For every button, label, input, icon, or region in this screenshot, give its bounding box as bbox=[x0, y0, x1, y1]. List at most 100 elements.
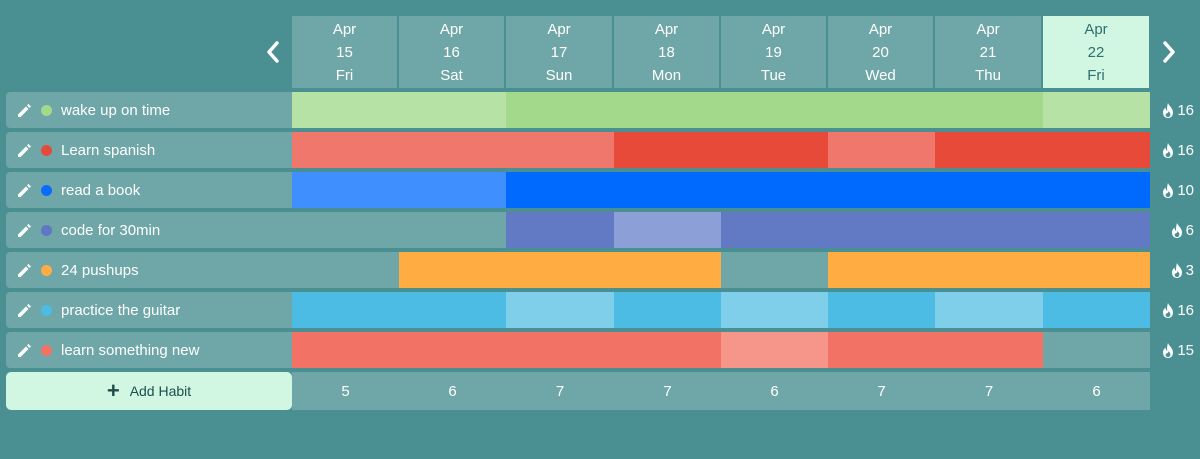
habit-day-cell[interactable] bbox=[292, 252, 399, 288]
day-month: Apr bbox=[976, 20, 1000, 38]
habit-day-cell[interactable] bbox=[1043, 252, 1150, 288]
edit-pencil-icon[interactable] bbox=[16, 302, 33, 319]
edit-pencil-icon[interactable] bbox=[16, 342, 33, 359]
habit-day-cell[interactable] bbox=[935, 332, 1043, 368]
habit-day-cell[interactable] bbox=[721, 132, 828, 168]
habit-day-cell[interactable] bbox=[292, 172, 399, 208]
flame-icon bbox=[1161, 182, 1177, 199]
habit-day-cell[interactable] bbox=[721, 252, 828, 288]
habit-name: 24 pushups bbox=[61, 261, 139, 279]
streak-count: 15 bbox=[1177, 341, 1194, 359]
habit-streak: 16 bbox=[1150, 132, 1194, 168]
habit-color-dot bbox=[41, 104, 52, 116]
habit-day-cell[interactable] bbox=[506, 132, 614, 168]
flame-icon bbox=[1161, 102, 1177, 119]
habit-day-cell[interactable] bbox=[614, 212, 721, 248]
habit-day-cell[interactable] bbox=[614, 172, 721, 208]
habit-day-cell[interactable] bbox=[292, 292, 399, 328]
habit-day-cell[interactable] bbox=[828, 212, 935, 248]
habit-day-cell[interactable] bbox=[506, 332, 614, 368]
habit-day-cell[interactable] bbox=[506, 212, 614, 248]
habit-day-cell[interactable] bbox=[614, 92, 721, 128]
edit-pencil-icon[interactable] bbox=[16, 102, 33, 119]
day-weekday: Sun bbox=[545, 66, 573, 84]
habit-color-dot bbox=[41, 264, 52, 276]
day-month: Apr bbox=[761, 20, 786, 38]
habit-day-cell[interactable] bbox=[828, 132, 935, 168]
day-date: 19 bbox=[765, 43, 782, 61]
day-month: Apr bbox=[439, 20, 464, 38]
add-habit-label: Add Habit bbox=[129, 383, 192, 399]
habit-day-cell[interactable] bbox=[1043, 172, 1150, 208]
habit-day-cell[interactable] bbox=[828, 252, 935, 288]
day-column-header[interactable]: Apr 21 Thu bbox=[935, 16, 1041, 88]
habit-day-cell[interactable] bbox=[399, 292, 506, 328]
habit-day-cell[interactable] bbox=[399, 212, 506, 248]
habit-day-cell[interactable] bbox=[935, 132, 1043, 168]
day-month: Apr bbox=[332, 20, 357, 38]
habit-day-cell[interactable] bbox=[614, 332, 721, 368]
habit-day-cell[interactable] bbox=[506, 92, 614, 128]
habit-day-cell[interactable] bbox=[506, 172, 614, 208]
day-column-header[interactable]: Apr 19 Tue bbox=[721, 16, 826, 88]
habit-day-cell[interactable] bbox=[721, 292, 828, 328]
habit-day-cell[interactable] bbox=[935, 212, 1043, 248]
edit-pencil-icon[interactable] bbox=[16, 182, 33, 199]
habit-day-cell[interactable] bbox=[399, 252, 506, 288]
previous-week-chevron-icon[interactable] bbox=[258, 34, 288, 70]
flame-icon bbox=[1170, 222, 1186, 239]
habit-day-cell[interactable] bbox=[506, 252, 614, 288]
day-date: 22 bbox=[1087, 43, 1105, 61]
habit-day-cell[interactable] bbox=[399, 172, 506, 208]
habit-day-cell[interactable] bbox=[292, 212, 399, 248]
day-column-header[interactable]: Apr 20 Wed bbox=[828, 16, 933, 88]
habit-day-cell[interactable] bbox=[1043, 332, 1150, 368]
day-column-header[interactable]: Apr 22 Fri bbox=[1043, 16, 1149, 88]
habit-day-cell[interactable] bbox=[506, 292, 614, 328]
habit-day-cell[interactable] bbox=[935, 92, 1043, 128]
habit-day-cell[interactable] bbox=[935, 292, 1043, 328]
next-week-chevron-icon[interactable] bbox=[1154, 34, 1184, 70]
habit-day-cell[interactable] bbox=[399, 132, 506, 168]
habit-day-cell[interactable] bbox=[721, 92, 828, 128]
habit-day-cell[interactable] bbox=[1043, 132, 1150, 168]
day-column-header[interactable]: Apr 17 Sun bbox=[506, 16, 612, 88]
daily-total: 5 bbox=[292, 372, 399, 410]
habit-day-cell[interactable] bbox=[828, 332, 935, 368]
habit-day-cell[interactable] bbox=[292, 132, 399, 168]
edit-pencil-icon[interactable] bbox=[16, 222, 33, 239]
habit-day-cell[interactable] bbox=[828, 172, 935, 208]
habit-day-cell[interactable] bbox=[828, 292, 935, 328]
edit-pencil-icon[interactable] bbox=[16, 262, 33, 279]
habit-day-cell[interactable] bbox=[1043, 92, 1150, 128]
habit-day-cell[interactable] bbox=[721, 332, 828, 368]
habit-day-cell[interactable] bbox=[614, 292, 721, 328]
habit-day-cell[interactable] bbox=[399, 332, 506, 368]
add-habit-button[interactable]: + Add Habit bbox=[6, 372, 292, 410]
habit-day-cell[interactable] bbox=[292, 332, 399, 368]
habit-row-label: practice the guitar bbox=[6, 292, 292, 328]
habit-day-cell[interactable] bbox=[614, 252, 721, 288]
habit-day-cell[interactable] bbox=[399, 92, 506, 128]
habit-color-dot bbox=[41, 144, 52, 156]
day-column-header[interactable]: Apr 16 Sat bbox=[399, 16, 504, 88]
habit-day-cell[interactable] bbox=[292, 92, 399, 128]
habit-day-cell[interactable] bbox=[935, 252, 1043, 288]
habit-day-cell[interactable] bbox=[828, 92, 935, 128]
habit-day-cell[interactable] bbox=[935, 172, 1043, 208]
day-date: 15 bbox=[336, 43, 353, 61]
edit-pencil-icon[interactable] bbox=[16, 142, 33, 159]
streak-count: 3 bbox=[1185, 261, 1194, 279]
habit-day-cell[interactable] bbox=[721, 172, 828, 208]
flame-icon bbox=[1161, 142, 1177, 159]
day-date: 18 bbox=[658, 43, 675, 61]
habit-day-cell[interactable] bbox=[1043, 292, 1150, 328]
habit-day-cell[interactable] bbox=[721, 212, 828, 248]
day-column-header[interactable]: Apr 18 Mon bbox=[614, 16, 719, 88]
habit-day-cell[interactable] bbox=[1043, 212, 1150, 248]
daily-total: 7 bbox=[506, 372, 614, 410]
habit-day-cell[interactable] bbox=[614, 132, 721, 168]
day-month: Apr bbox=[547, 20, 571, 38]
habit-name: code for 30min bbox=[61, 221, 161, 239]
day-column-header[interactable]: Apr 15 Fri bbox=[292, 16, 397, 88]
